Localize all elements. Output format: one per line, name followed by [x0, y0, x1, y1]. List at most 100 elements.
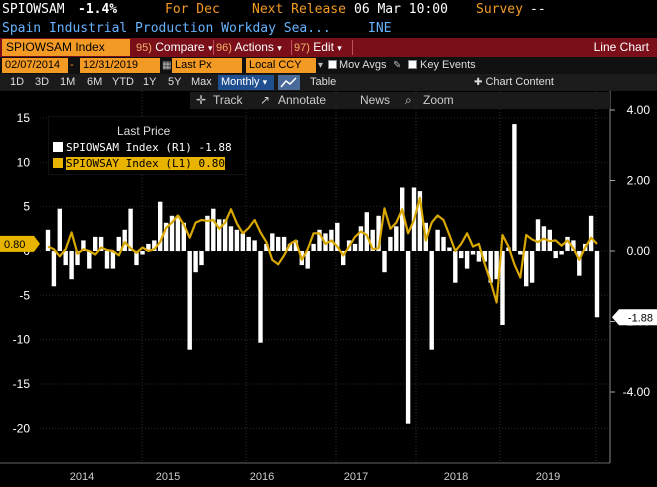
bar — [453, 251, 458, 283]
table-button[interactable]: Table — [310, 76, 337, 88]
survey-label: Survey — [476, 2, 523, 17]
period-5y[interactable]: 5Y — [168, 76, 182, 88]
left-tick-label: 5 — [23, 200, 30, 214]
bar — [69, 251, 74, 280]
last-px-select[interactable]: Last Px — [172, 58, 242, 73]
axes: 151050-5-10-15-204.002.000.00-2.00-4.002… — [0, 91, 657, 483]
bar — [394, 226, 399, 251]
right-last-value-tag: -1.88 — [612, 309, 657, 326]
bar — [429, 251, 434, 350]
bar — [358, 226, 364, 251]
edit-button[interactable]: 97) Edit ▾ — [294, 39, 342, 56]
start-date-input[interactable]: 02/07/2014 — [2, 58, 68, 73]
left-tick-label: 10 — [17, 155, 31, 169]
bar — [75, 251, 80, 266]
bar — [482, 251, 487, 262]
date-range-row: 02/07/2014 - 12/31/2019 ▦ Last Px Local … — [0, 57, 657, 74]
left-tick-label: -15 — [13, 377, 31, 391]
mov-avgs-checkbox[interactable] — [328, 60, 337, 69]
period-3d[interactable]: 3D — [35, 76, 50, 88]
right-tick-label: 4.00 — [627, 103, 651, 117]
actions-number: 96) — [216, 42, 232, 54]
security-description: Spain Industrial Production Workday Sea.… — [2, 21, 331, 36]
bar — [400, 187, 405, 251]
annotate-button[interactable]: Annotate — [278, 93, 327, 107]
news-button[interactable]: News — [360, 93, 391, 107]
bar — [193, 251, 198, 273]
line-chart-glyph — [280, 77, 297, 88]
bar — [311, 243, 316, 251]
year-label: 2018 — [444, 471, 468, 483]
line-path — [47, 196, 598, 304]
period-1m[interactable]: 1M — [60, 76, 76, 88]
bar — [447, 247, 452, 251]
chart-tools-bar: ✛ Track ↗ Annotate News ⌕ Zoom — [190, 92, 610, 109]
bar — [305, 251, 310, 269]
bar — [93, 236, 98, 251]
track-button[interactable]: Track — [213, 93, 243, 107]
legend[interactable]: Last Price SPIOWSAM Index (R1) -1.88 SPI… — [48, 116, 246, 175]
left-tick-label: -10 — [13, 333, 31, 347]
calendar-icon[interactable]: ▦ — [162, 60, 172, 71]
bar — [500, 251, 505, 325]
bar — [270, 233, 275, 251]
bar — [258, 251, 263, 343]
next-release-value: 06 Mar 10:00 — [354, 2, 448, 17]
zoom-button[interactable]: Zoom — [423, 93, 454, 107]
bar — [376, 215, 381, 252]
year-label: 2016 — [250, 471, 274, 483]
actions-label: Actions — [234, 40, 274, 54]
description-row: Spain Industrial Production Workday Sea.… — [0, 20, 657, 38]
actions-button[interactable]: 96) Actions ▾ — [216, 39, 282, 56]
period-6m[interactable]: 6M — [87, 76, 103, 88]
bar — [246, 236, 251, 251]
frequency-select[interactable]: Monthly ▾ — [218, 75, 274, 90]
chart-type-label: Line Chart — [593, 40, 649, 54]
year-label: 2017 — [344, 471, 368, 483]
bar — [140, 251, 145, 255]
key-events-checkbox[interactable] — [408, 60, 417, 69]
frequency-label: Monthly — [221, 76, 260, 88]
line-chart-icon[interactable] — [278, 75, 300, 90]
next-release-label: Next Release — [252, 2, 346, 17]
period-max[interactable]: Max — [191, 76, 212, 88]
tag-shape — [0, 235, 40, 252]
bar — [163, 222, 169, 251]
period-1y[interactable]: 1Y — [143, 76, 157, 88]
legend-entry-line[interactable]: SPIOWSAY Index (L1) 0.80 — [53, 156, 225, 171]
change-value: -1.4% — [78, 2, 118, 17]
legend-title: Last Price — [117, 124, 171, 138]
chart-content-button[interactable]: ✚ Chart Content — [474, 75, 554, 90]
bar — [281, 236, 287, 251]
compare-button[interactable]: 95) Compare ▾ — [136, 39, 212, 56]
bar — [441, 236, 446, 251]
bar — [588, 215, 594, 252]
survey-value: -- — [530, 2, 546, 17]
legend-entry-bars[interactable]: SPIOWSAM Index (R1) -1.88 — [53, 140, 232, 155]
bar — [234, 229, 240, 251]
bar — [187, 251, 192, 350]
year-label: 2019 — [536, 471, 560, 483]
bar — [211, 208, 216, 251]
bar — [276, 236, 281, 251]
divider — [352, 40, 353, 55]
period-ytd[interactable]: YTD — [112, 76, 134, 88]
bar — [287, 243, 293, 251]
security-field[interactable]: SPIOWSAM Index — [2, 39, 130, 56]
header-row: SPIOWSAM -1.4% For Dec Next Release 06 M… — [0, 0, 657, 20]
edit-pencil-icon[interactable]: ✎ — [393, 60, 402, 71]
right-last-value: -1.88 — [628, 312, 653, 324]
dropdown-icon[interactable]: ▾ — [318, 60, 324, 71]
ticker-label: SPIOWSAM — [2, 2, 65, 17]
left-tick-label: -5 — [19, 288, 30, 302]
tag-shape — [612, 309, 657, 326]
bar — [518, 251, 523, 255]
bar — [181, 222, 186, 251]
period-1d[interactable]: 1D — [10, 76, 25, 88]
end-date-input[interactable]: 12/31/2019 — [80, 58, 160, 73]
right-tick-label: -4.00 — [623, 385, 651, 399]
currency-select[interactable]: Local CCY — [246, 58, 316, 73]
chevron-down-icon: ▾ — [207, 43, 213, 53]
year-label: 2014 — [70, 471, 94, 483]
chart-area[interactable]: 151050-5-10-15-204.002.000.00-2.00-4.002… — [0, 91, 657, 487]
